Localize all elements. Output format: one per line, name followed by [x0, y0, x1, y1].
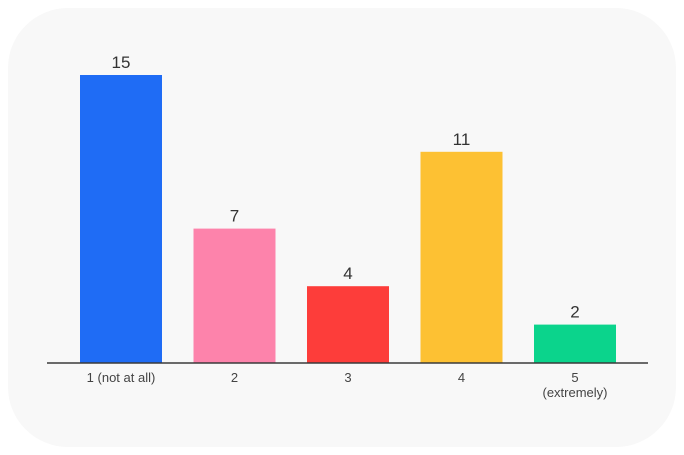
category-label-5-line-2: (extremely) — [542, 385, 607, 400]
category-label-5-line-1: 5 — [571, 370, 578, 385]
bar-value-label-2: 7 — [230, 207, 239, 226]
category-label-4: 4 — [458, 370, 465, 385]
bar-value-label-1: 15 — [112, 53, 131, 72]
category-label-2: 2 — [231, 370, 238, 385]
bar-2 — [193, 228, 276, 363]
bar-4 — [420, 151, 503, 363]
category-label-3: 3 — [344, 370, 351, 385]
bar-1 — [80, 75, 162, 363]
bar-5 — [534, 324, 616, 363]
bar-value-label-5: 2 — [570, 303, 579, 322]
bar-value-label-3: 4 — [343, 264, 352, 283]
bar-value-label-4: 11 — [453, 130, 471, 149]
category-label-1: 1 (not at all) — [87, 370, 156, 385]
bar-3 — [307, 286, 389, 363]
